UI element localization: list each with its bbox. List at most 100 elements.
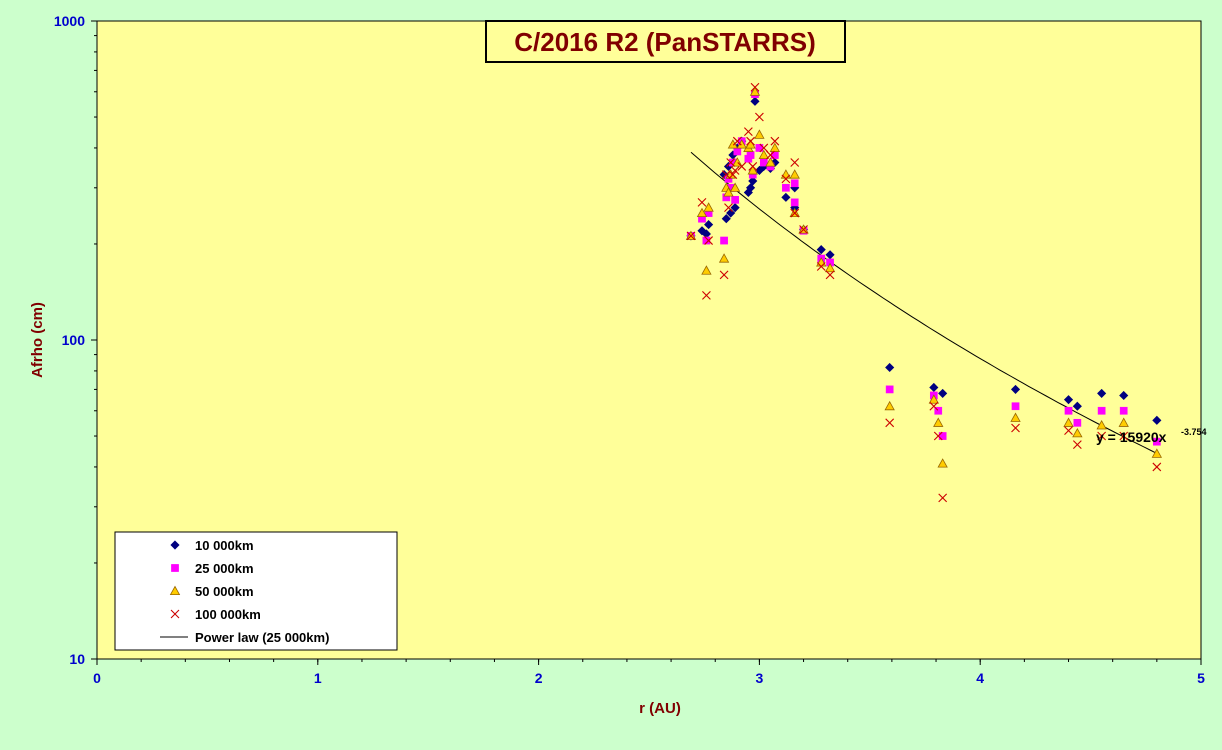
x-point xyxy=(704,236,714,245)
title-box xyxy=(485,20,846,63)
legend-diamond-marker xyxy=(170,540,180,550)
x-point xyxy=(730,166,740,175)
x-point xyxy=(743,127,753,137)
diamond-point xyxy=(1119,390,1129,401)
diamond-point xyxy=(721,214,731,224)
fit-line-layer xyxy=(690,151,1158,454)
x-tick-label: 3 xyxy=(756,670,764,686)
triangle-point xyxy=(789,169,800,179)
legend-square-marker xyxy=(171,564,179,572)
x-point xyxy=(1072,440,1082,449)
x-point xyxy=(781,174,791,184)
diamond-point xyxy=(781,192,791,202)
legend-box xyxy=(114,531,398,651)
diamond-point xyxy=(885,362,895,373)
triangle-point xyxy=(754,129,765,139)
diamond-point xyxy=(730,203,740,213)
triangle-point xyxy=(928,394,940,404)
triangle-point xyxy=(723,187,734,197)
y-axis-title: Afrho (cm) xyxy=(29,302,46,378)
x-point xyxy=(750,82,760,92)
x-point xyxy=(726,158,736,167)
x-tick-label: 5 xyxy=(1197,670,1205,686)
x-point xyxy=(825,270,835,280)
square-point xyxy=(790,198,799,207)
legend-label: 50 000km xyxy=(195,584,254,599)
fit-equation: y = 15920x xyxy=(1096,429,1167,445)
legend-label: 10 000km xyxy=(195,538,254,553)
triangle-point xyxy=(758,149,769,160)
square-point xyxy=(746,151,755,159)
diamond-point xyxy=(1152,415,1162,425)
diamond-point xyxy=(704,220,714,230)
diamond-point xyxy=(1097,388,1107,398)
x-point xyxy=(755,112,764,122)
fit-equation-base: y = 15920x xyxy=(1096,429,1167,445)
power-law-fit-line xyxy=(690,151,1158,454)
x-axis-title: r (AU) xyxy=(639,700,681,717)
legend-label: Power law (25 000km) xyxy=(195,630,329,645)
y-axis-ticks: 10 100 1000 xyxy=(54,13,97,667)
triangle-point xyxy=(933,417,944,427)
x-point xyxy=(702,290,711,300)
legend-label: 25 000km xyxy=(195,561,254,576)
fit-equation-exponent: -3.754 xyxy=(1181,427,1207,437)
square-point xyxy=(1152,437,1161,446)
diamond-point xyxy=(1072,401,1082,411)
square-point xyxy=(755,144,764,152)
triangle-point xyxy=(884,400,895,411)
square-point xyxy=(885,385,894,394)
x-tick-label: 1 xyxy=(314,670,322,686)
square-point xyxy=(1097,406,1106,415)
chart-title: C/2016 R2 (PanSTARRS) xyxy=(514,27,816,57)
x-point xyxy=(885,418,895,428)
x-point xyxy=(1011,423,1020,433)
x-axis-ticks: 0 1 2 3 4 5 xyxy=(93,659,1205,686)
triangle-point xyxy=(701,265,712,275)
diamond-point xyxy=(938,388,948,398)
x-point xyxy=(759,143,769,153)
data-points-layer xyxy=(685,82,1163,503)
triangle-point xyxy=(718,253,730,263)
legend-x-marker xyxy=(170,609,180,619)
triangle-point xyxy=(824,262,836,273)
x-point xyxy=(732,136,742,146)
triangle-point xyxy=(1072,427,1083,438)
x-point xyxy=(933,431,943,441)
diamond-point xyxy=(746,183,756,193)
x-point xyxy=(770,136,780,146)
x-tick-label: 0 xyxy=(93,670,101,686)
triangle-point xyxy=(747,165,758,175)
square-point xyxy=(1011,402,1020,411)
diamond-point xyxy=(1063,395,1074,405)
square-point xyxy=(790,179,799,188)
y-tick-label: 10 xyxy=(69,651,85,667)
x-point xyxy=(737,162,747,171)
x-point xyxy=(1097,431,1107,441)
diamond-point xyxy=(748,176,758,186)
legend-label: 100 000km xyxy=(195,607,261,622)
x-point xyxy=(721,170,731,179)
x-point xyxy=(697,198,707,207)
x-point xyxy=(766,150,775,160)
square-point xyxy=(934,406,943,415)
square-point xyxy=(702,236,711,245)
triangle-point xyxy=(703,202,714,212)
square-point xyxy=(782,183,790,192)
x-point xyxy=(790,208,800,218)
x-point xyxy=(724,203,733,213)
diamond-point xyxy=(816,245,826,255)
triangle-point xyxy=(765,157,776,167)
triangle-point xyxy=(749,86,761,96)
y-tick-label: 100 xyxy=(62,332,86,348)
series-x xyxy=(686,82,1162,503)
y-tick-label: 1000 xyxy=(54,13,85,29)
x-point xyxy=(746,136,755,146)
x-point xyxy=(790,158,800,167)
diamond-point xyxy=(1010,384,1021,394)
x-point xyxy=(929,401,939,411)
square-point xyxy=(1073,418,1082,427)
triangle-point xyxy=(1151,448,1163,458)
